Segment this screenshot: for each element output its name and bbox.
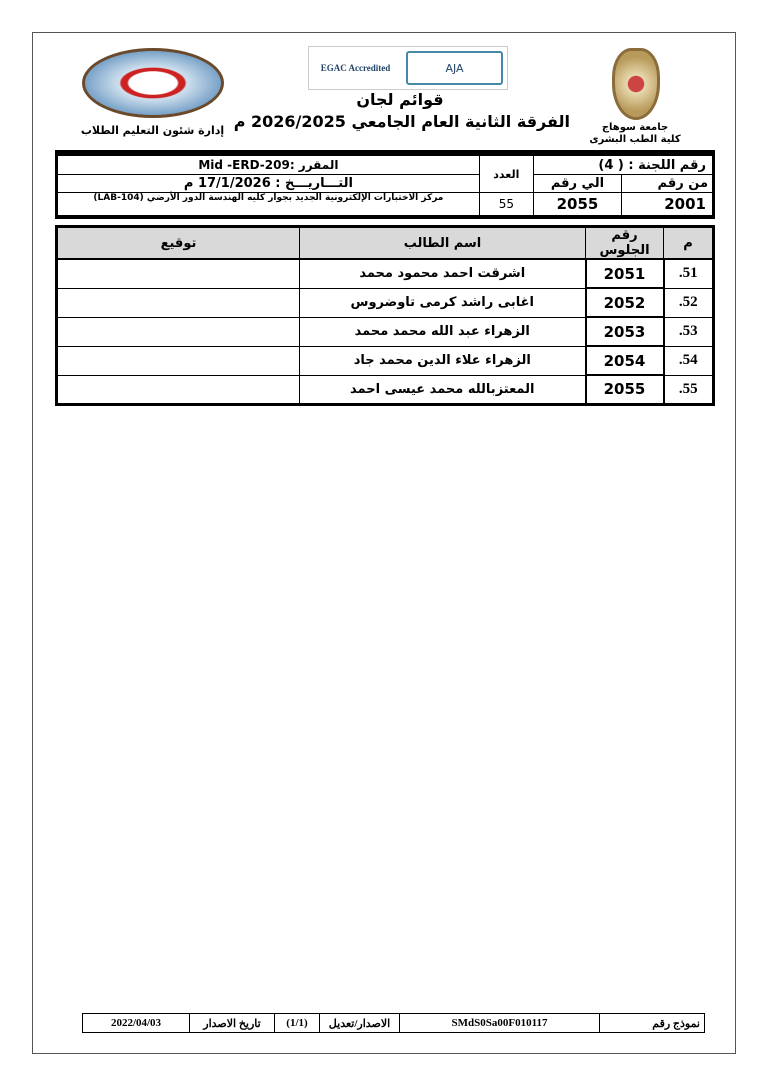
exam-location: مركز الاختبارات الإلكترونية الجديد بجوار… — [56, 192, 480, 217]
col-header-index: م — [663, 226, 714, 260]
student-name: الزهراء عبد الله محمد محمد — [299, 316, 586, 347]
certification-logos: EGAC Accredited AJA — [308, 46, 508, 90]
page-frame — [32, 32, 736, 1054]
student-name: المعتزبالله محمد عيسى احمد — [299, 374, 586, 405]
seat-number: 2052 — [584, 287, 665, 318]
faculty-name: كلية الطب البشرى — [589, 134, 681, 145]
student-name: اغابى راشد كرمى تاوضروس — [299, 287, 586, 318]
count-label: العدد — [478, 154, 534, 193]
row-index: 51. — [663, 258, 714, 289]
university-logo — [612, 48, 660, 120]
issue-date: 2022/04/03 — [82, 1013, 190, 1033]
student-name: اشرقت احمد محمود محمد — [299, 258, 586, 289]
seat-number: 2054 — [584, 345, 665, 376]
committee-number: رقم اللجنة : ( 4) — [532, 154, 715, 175]
document-subtitle: الفرقة الثانية العام الجامعي 2026/2025 م — [233, 112, 570, 131]
to-number: 2055 — [532, 192, 623, 217]
form-footer: نموذج رقم SMdS0Sa00F010117 الاصدار/تعديل… — [82, 1013, 705, 1033]
col-header-signature: توقيع — [56, 226, 300, 260]
students-table: م رقم الجلوس اسم الطالب توقيع 51. 2051 اشر… — [55, 225, 715, 406]
form-number: SMdS0Sa00F010117 — [399, 1013, 600, 1033]
issue-date-label: تاريخ الاصدار — [189, 1013, 275, 1033]
from-number: 2001 — [621, 192, 714, 217]
exam-date: التـــاريـــخ : 17/1/2026 م — [56, 174, 480, 193]
row-index: 53. — [663, 316, 714, 347]
seat-number: 2051 — [584, 258, 665, 289]
document-title: قوائم لجان — [356, 90, 444, 109]
department-logo — [82, 48, 224, 118]
row-index: 52. — [663, 287, 714, 318]
to-label: الي رقم — [532, 174, 623, 193]
department-name: إدارة شئون التعليم الطلاب — [80, 124, 225, 137]
egac-logo: EGAC Accredited — [320, 63, 391, 73]
table-row: 54. 2054 الزهراء علاء الدين محمد جاد — [56, 345, 714, 376]
student-count: 55 — [478, 192, 534, 217]
university-name: جامعة سوهاج — [601, 122, 669, 133]
signature-cell[interactable] — [56, 287, 300, 318]
from-label: من رقم — [621, 174, 714, 193]
signature-cell[interactable] — [56, 258, 300, 289]
version-value: (1/1) — [274, 1013, 320, 1033]
signature-cell[interactable] — [56, 316, 300, 347]
committee-info-table: رقم اللجنة : ( 4) العدد المقرر :Mid -ERD… — [55, 153, 715, 219]
table-row: 53. 2053 الزهراء عبد الله محمد محمد — [56, 316, 714, 347]
student-name: الزهراء علاء الدين محمد جاد — [299, 345, 586, 376]
seat-number: 2055 — [584, 374, 665, 405]
table-row: 51. 2051 اشرقت احمد محمود محمد — [56, 258, 714, 289]
signature-cell[interactable] — [56, 374, 300, 405]
form-label: نموذج رقم — [599, 1013, 705, 1033]
col-header-seat: رقم الجلوس — [585, 226, 664, 260]
row-index: 55. — [663, 374, 714, 405]
version-label: الاصدار/تعديل — [319, 1013, 400, 1033]
course-code: المقرر :Mid -ERD-209 — [56, 154, 480, 175]
col-header-name: اسم الطالب — [299, 226, 586, 260]
header-rule — [55, 150, 715, 153]
aja-logo: AJA — [406, 51, 503, 85]
table-row: 52. 2052 اغابى راشد كرمى تاوضروس — [56, 287, 714, 318]
signature-cell[interactable] — [56, 345, 300, 376]
row-index: 54. — [663, 345, 714, 376]
seat-number: 2053 — [584, 316, 665, 347]
table-row: 55. 2055 المعتزبالله محمد عيسى احمد — [56, 374, 714, 405]
